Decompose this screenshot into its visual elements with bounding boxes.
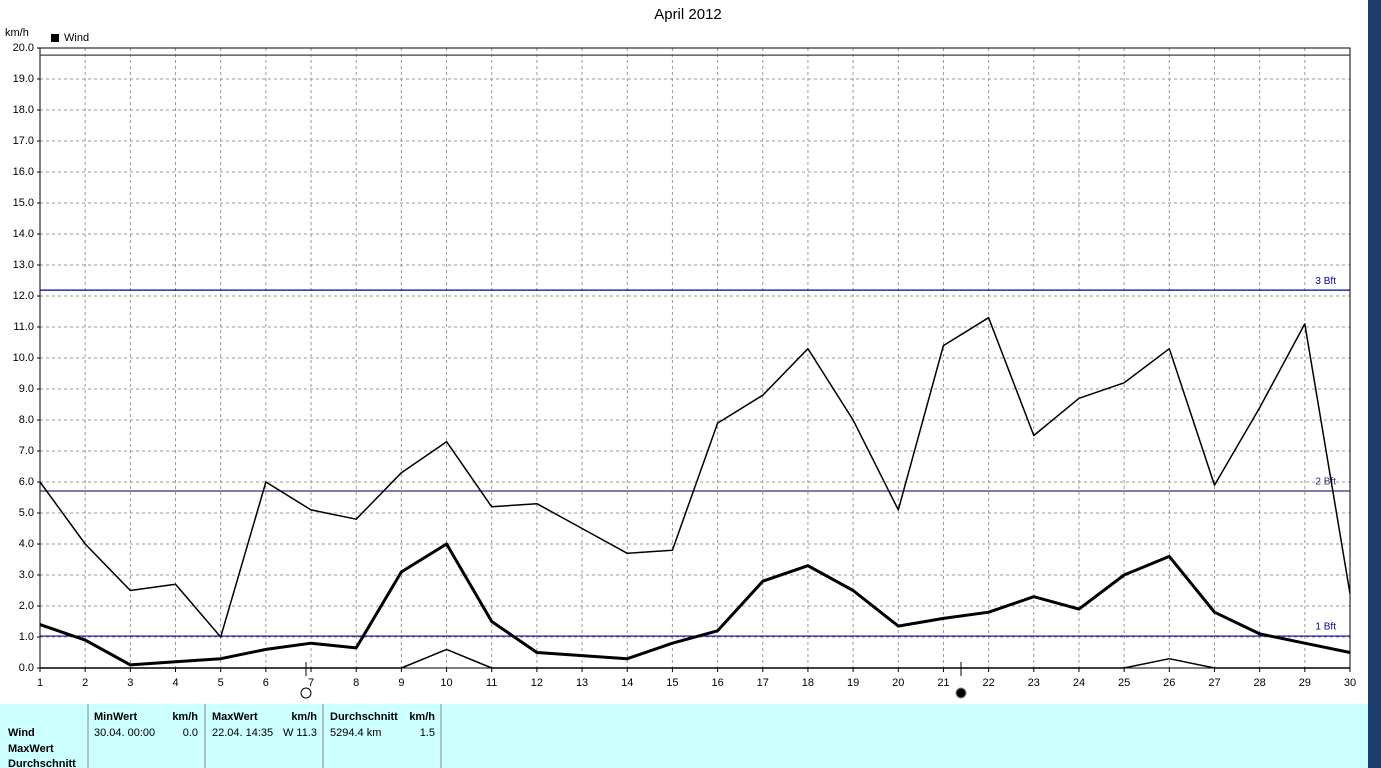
x-tick-label: 6 — [263, 677, 269, 689]
cell: 22.04. 14:35 — [212, 727, 273, 739]
column-header: MinWert — [94, 711, 138, 723]
y-tick-label: 9.0 — [19, 383, 34, 395]
x-tick-label: 5 — [218, 677, 224, 689]
y-tick-label: 17.0 — [13, 135, 34, 147]
reference-label: 1 Bft — [1315, 622, 1336, 633]
y-tick-label: 19.0 — [13, 73, 34, 85]
column-header: Durchschnitt — [330, 711, 398, 723]
x-tick-label: 21 — [937, 677, 949, 689]
x-tick-label: 13 — [576, 677, 588, 689]
full-moon-icon — [300, 687, 312, 699]
wind-line — [39, 316, 1351, 638]
y-axis-label: km/h — [5, 27, 29, 39]
y-tick-label: 8.0 — [19, 414, 34, 426]
y-tick-label: 14.0 — [13, 228, 34, 240]
y-tick-label: 10.0 — [13, 352, 34, 364]
x-tick-label: 29 — [1299, 677, 1311, 689]
y-tick-label: 5.0 — [19, 507, 34, 519]
x-tick-label: 27 — [1208, 677, 1220, 689]
x-tick-label: 14 — [621, 677, 633, 689]
y-tick-label: 12.0 — [13, 290, 34, 302]
x-tick-label: 26 — [1163, 677, 1175, 689]
y-tick-label: 2.0 — [19, 600, 34, 612]
cell: 5294.4 km — [330, 727, 381, 739]
x-tick-label: 19 — [847, 677, 859, 689]
cell: 0.0 — [183, 727, 198, 739]
x-tick-label: 9 — [398, 677, 404, 689]
cell: 1.5 — [420, 727, 435, 739]
x-tick-label: 24 — [1073, 677, 1085, 689]
x-tick-label: 11 — [486, 677, 497, 689]
x-tick-label: 18 — [802, 677, 814, 689]
x-tick-label: 12 — [531, 677, 543, 689]
y-tick-label: 0.0 — [19, 662, 34, 674]
new-moon-icon — [955, 687, 967, 699]
x-tick-label: 30 — [1344, 677, 1356, 689]
column-unit: km/h — [409, 711, 435, 723]
reference-label: 3 Bft — [1315, 276, 1336, 287]
reference-label: 2 Bft — [1315, 477, 1336, 488]
chart-title: April 2012 — [654, 6, 722, 23]
wind-line — [40, 648, 1350, 669]
legend-swatch — [51, 34, 59, 42]
cell: W 11.3 — [283, 727, 317, 739]
x-tick-label: 25 — [1118, 677, 1130, 689]
y-tick-label: 6.0 — [19, 476, 34, 488]
legend-label: Wind — [64, 32, 89, 44]
y-tick-label: 20.0 — [13, 42, 34, 54]
column-unit: km/h — [291, 711, 317, 723]
row-label: MaxWert — [8, 743, 54, 755]
y-tick-label: 13.0 — [13, 259, 34, 271]
x-tick-label: 15 — [666, 677, 678, 689]
y-tick-label: 7.0 — [19, 445, 34, 457]
y-tick-label: 11.0 — [13, 321, 34, 333]
row-label: Durchschnitt — [8, 758, 76, 768]
x-tick-label: 28 — [1254, 677, 1266, 689]
summary-panel — [0, 704, 1368, 768]
y-tick-label: 4.0 — [19, 538, 34, 550]
x-tick-label: 2 — [82, 677, 88, 689]
y-tick-label: 3.0 — [19, 569, 34, 581]
x-tick-label: 23 — [1028, 677, 1040, 689]
window-edge — [1368, 0, 1381, 768]
x-tick-label: 20 — [892, 677, 904, 689]
column-unit: km/h — [172, 711, 198, 723]
x-tick-label: 4 — [172, 677, 178, 689]
x-tick-label: 16 — [711, 677, 723, 689]
y-tick-label: 18.0 — [13, 104, 34, 116]
y-tick-label: 16.0 — [13, 166, 34, 178]
x-tick-label: 1 — [37, 677, 43, 689]
x-tick-label: 8 — [353, 677, 359, 689]
wind-line — [39, 542, 1351, 667]
x-tick-label: 10 — [440, 677, 452, 689]
x-tick-label: 3 — [127, 677, 133, 689]
row-label: Wind — [8, 727, 35, 739]
x-tick-label: 22 — [982, 677, 994, 689]
y-tick-label: 15.0 — [13, 197, 34, 209]
y-tick-label: 1.0 — [19, 631, 34, 643]
column-header: MaxWert — [212, 711, 258, 723]
cell: 30.04. 00:00 — [94, 727, 155, 739]
x-tick-label: 17 — [757, 677, 769, 689]
x-tick-label: 7 — [308, 677, 314, 689]
